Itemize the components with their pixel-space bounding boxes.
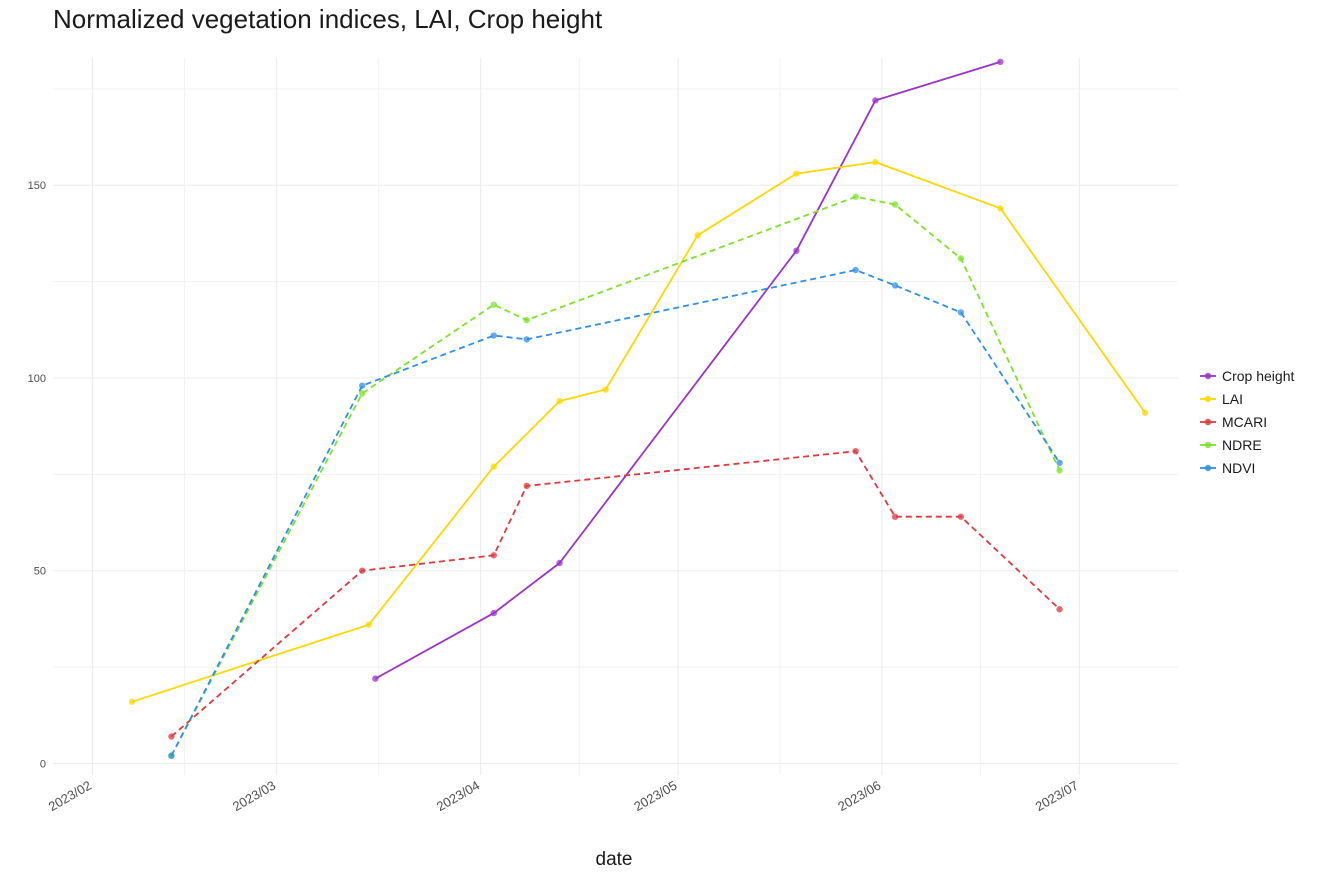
legend-label: Crop height bbox=[1222, 368, 1294, 384]
data-point bbox=[793, 247, 800, 254]
data-point bbox=[997, 58, 1004, 66]
data-point bbox=[359, 390, 366, 397]
data-point bbox=[852, 447, 859, 455]
legend-item: NDRE bbox=[1200, 437, 1262, 453]
y-tick-label: 0 bbox=[40, 758, 46, 770]
legend-item: MCARI bbox=[1200, 414, 1267, 430]
y-tick-label: 100 bbox=[28, 373, 46, 385]
series-crop-height bbox=[372, 58, 1004, 682]
data-point bbox=[602, 386, 609, 393]
data-point bbox=[891, 513, 899, 520]
data-point bbox=[359, 382, 366, 389]
x-tick-label: 2023/04 bbox=[434, 778, 482, 814]
data-point bbox=[490, 332, 497, 339]
series-line bbox=[170, 450, 1061, 738]
legend-label: MCARI bbox=[1222, 414, 1267, 430]
series-line bbox=[374, 61, 1001, 680]
legend-key-point bbox=[1204, 464, 1212, 472]
data-point bbox=[1056, 606, 1063, 613]
legend-label: NDRE bbox=[1222, 437, 1262, 453]
data-point bbox=[957, 309, 965, 316]
legend-key-point bbox=[1204, 418, 1212, 426]
data-point bbox=[490, 301, 497, 308]
x-tick-label: 2023/07 bbox=[1033, 778, 1081, 814]
series-mcari bbox=[168, 447, 1063, 740]
data-point bbox=[168, 752, 175, 759]
data-point bbox=[872, 158, 879, 166]
legend-key-point bbox=[1204, 395, 1212, 403]
legend-label: NDVI bbox=[1222, 460, 1255, 476]
x-tick-label: 2023/06 bbox=[835, 778, 883, 814]
data-point bbox=[359, 567, 366, 574]
data-point bbox=[852, 193, 859, 200]
data-point bbox=[872, 97, 879, 104]
legend-item: NDVI bbox=[1200, 460, 1255, 476]
data-point bbox=[523, 316, 530, 324]
data-point bbox=[523, 336, 530, 343]
series-line bbox=[170, 195, 1061, 757]
data-point bbox=[556, 559, 563, 567]
data-point bbox=[891, 201, 899, 208]
legend-key-point bbox=[1204, 441, 1212, 449]
x-tick-label: 2023/05 bbox=[631, 778, 679, 814]
data-point bbox=[891, 282, 899, 289]
grid bbox=[53, 58, 1178, 775]
legend-key-point bbox=[1204, 372, 1212, 380]
data-point bbox=[793, 170, 800, 177]
y-tick-label: 150 bbox=[28, 180, 46, 192]
x-axis: 2023/02 2023/03 2023/04 2023/05 2023/06 2023/… bbox=[46, 778, 1081, 814]
y-axis: 0 50 100 150 bbox=[28, 180, 46, 770]
data-point bbox=[1056, 459, 1063, 466]
data-point bbox=[556, 397, 563, 405]
data-point bbox=[365, 621, 372, 628]
x-axis-label: date bbox=[596, 849, 633, 870]
data-point bbox=[372, 675, 379, 682]
data-point bbox=[490, 463, 497, 470]
data-point bbox=[997, 205, 1004, 212]
series-ndvi bbox=[168, 266, 1063, 759]
legend-item: Crop height bbox=[1200, 368, 1294, 384]
data-point bbox=[490, 609, 497, 617]
data-point bbox=[168, 733, 175, 740]
x-tick-label: 2023/02 bbox=[46, 778, 94, 814]
data-point bbox=[490, 552, 497, 559]
data-point bbox=[694, 232, 701, 239]
series-lai bbox=[128, 158, 1149, 705]
legend-item: LAI bbox=[1200, 391, 1243, 407]
chart-title: Normalized vegetation indices, LAI, Crop… bbox=[53, 4, 603, 34]
series-line bbox=[170, 269, 1061, 757]
data-point bbox=[523, 482, 530, 490]
data-point bbox=[957, 255, 965, 262]
data-point bbox=[1141, 409, 1149, 416]
x-tick-label: 2023/03 bbox=[230, 778, 278, 814]
legend-label: LAI bbox=[1222, 391, 1243, 407]
data-point bbox=[957, 513, 965, 520]
data-point bbox=[128, 698, 136, 705]
y-tick-label: 50 bbox=[34, 566, 46, 578]
series-line bbox=[131, 161, 1146, 703]
data-point bbox=[852, 266, 859, 274]
series-group bbox=[128, 58, 1149, 759]
data-point bbox=[1056, 467, 1063, 474]
legend: Crop height LAI MCARI NDRE NDVI bbox=[1200, 368, 1294, 476]
